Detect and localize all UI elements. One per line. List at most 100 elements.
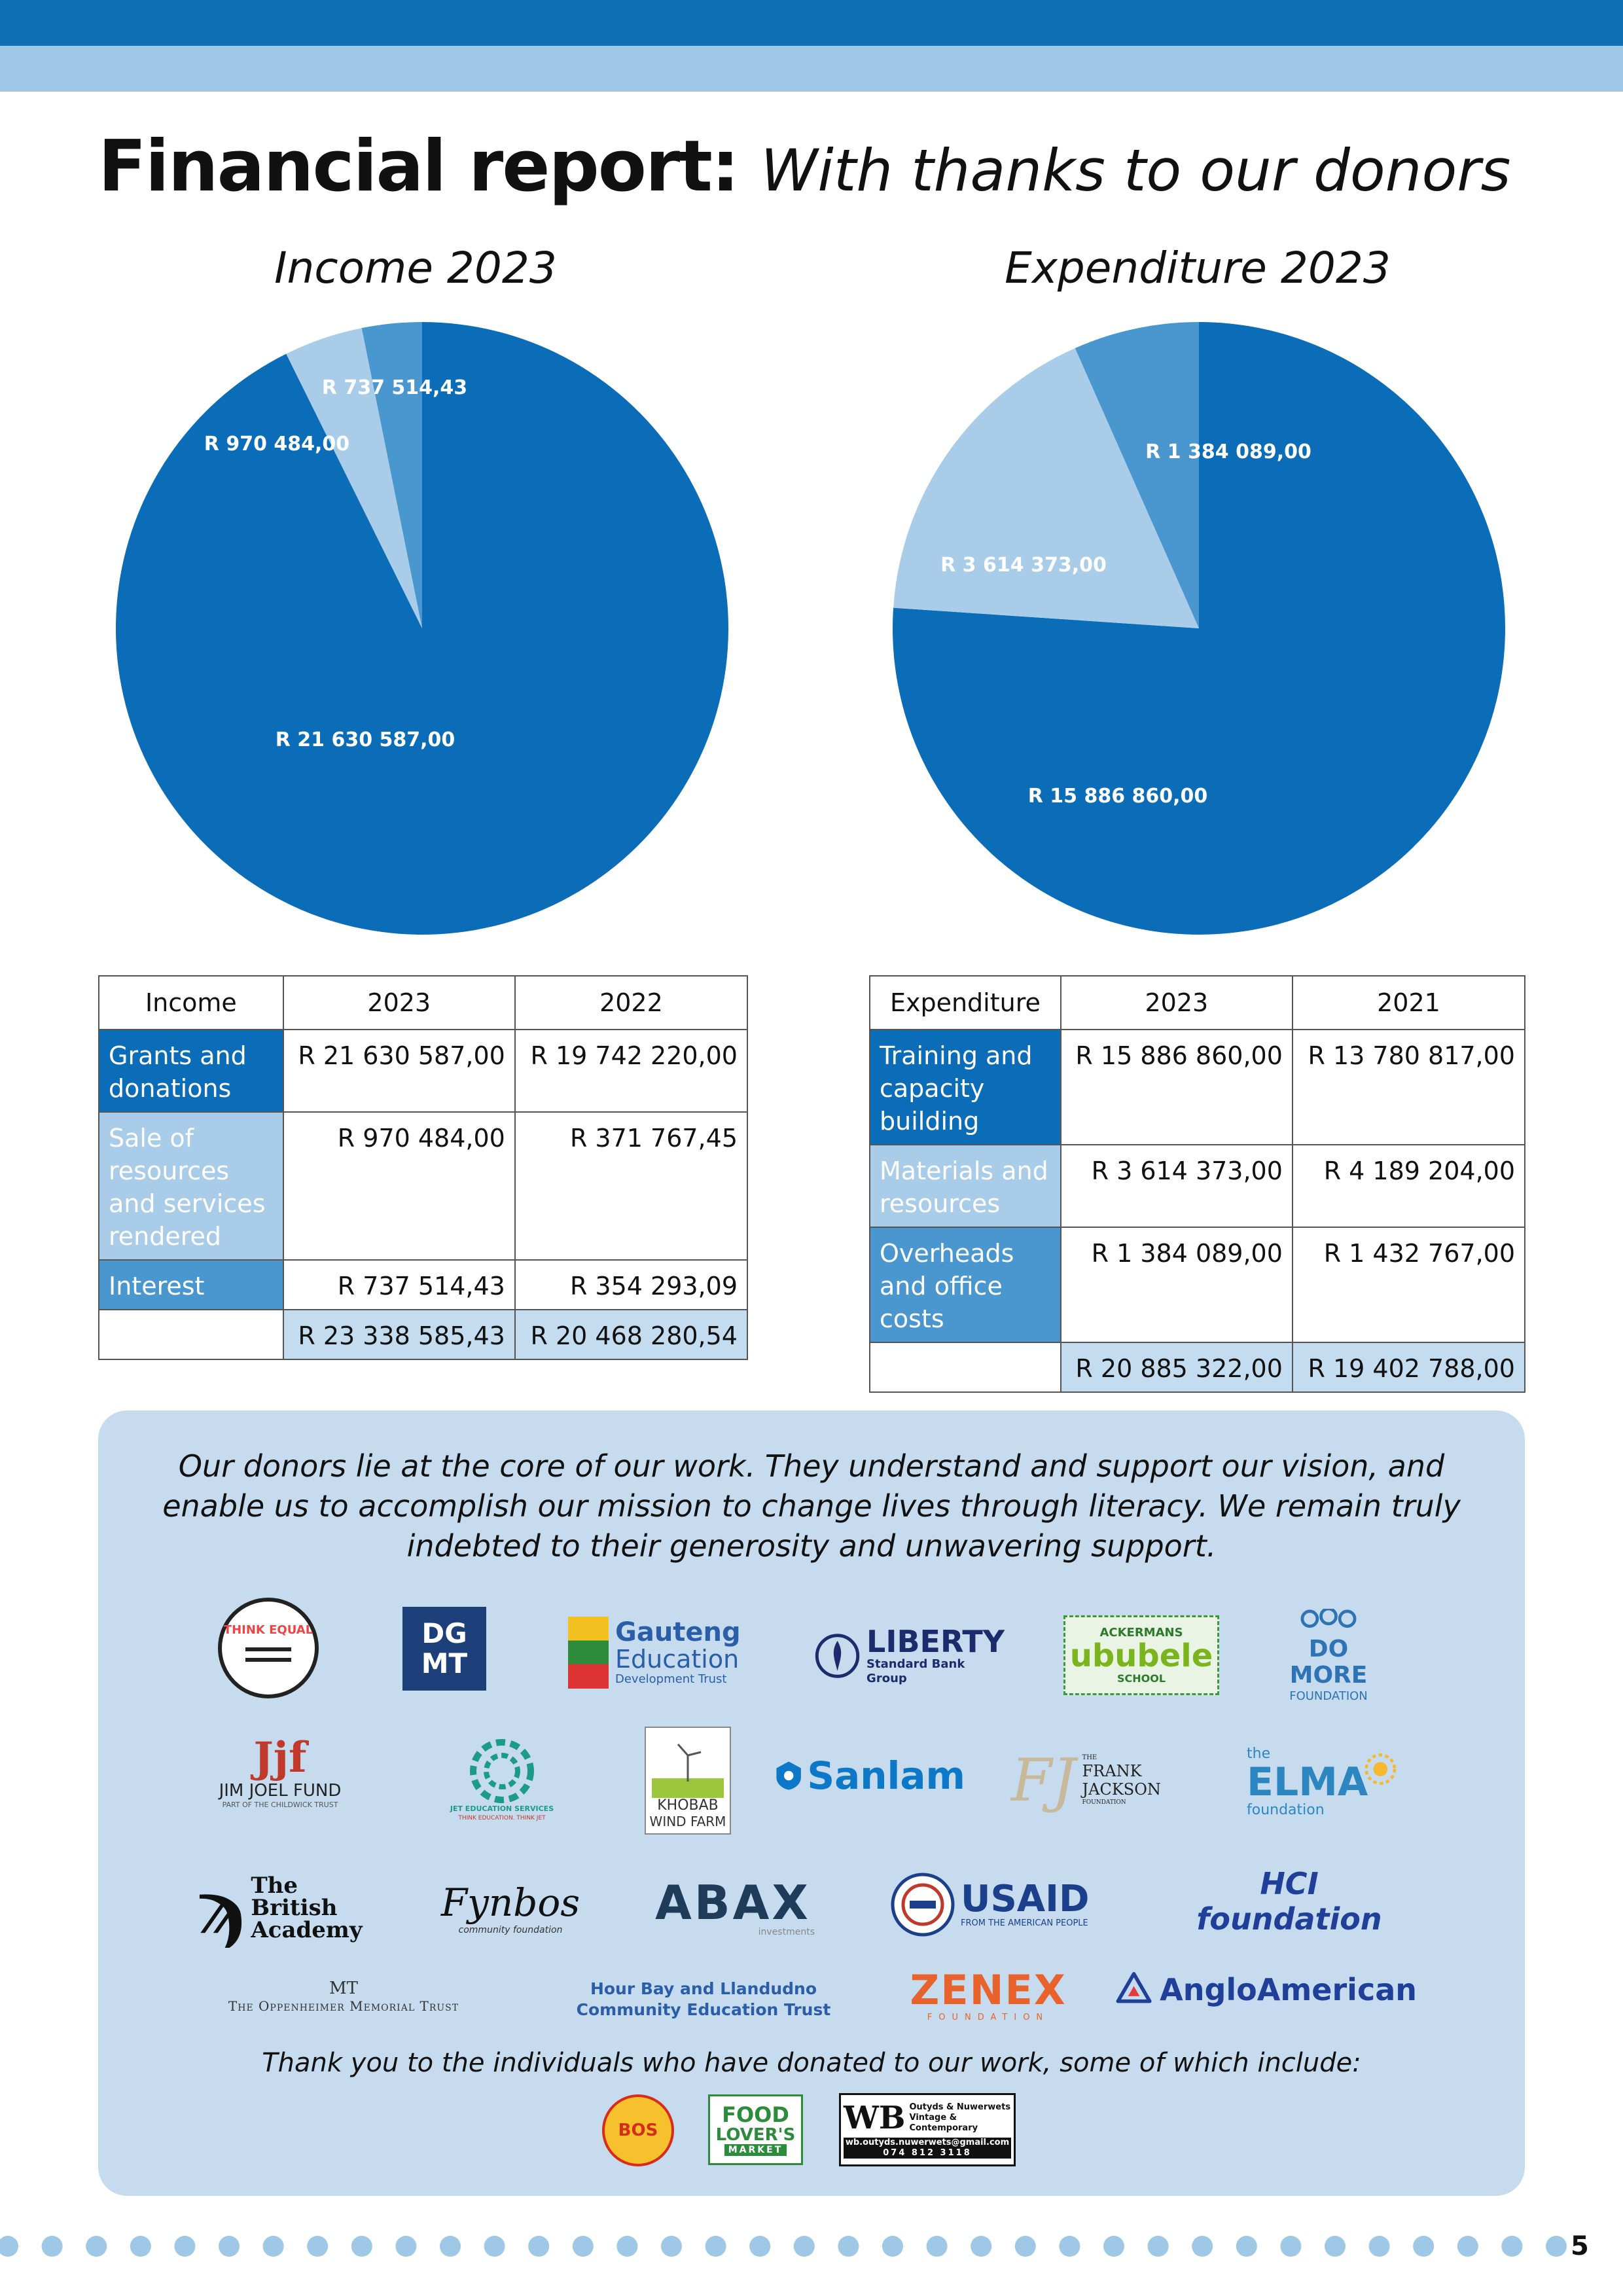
- header-band-dark: [0, 0, 1623, 46]
- pie-data-label: R 970 484,00: [204, 433, 349, 456]
- page-number: 5: [1571, 2231, 1589, 2261]
- gauteng-line-1: Gauteng: [615, 1617, 741, 1647]
- wind-turbine-icon: [652, 1744, 724, 1798]
- jim-joel-fund-logo: Jjf JIM JOEL FUND PART OF THE CHILDWICK …: [208, 1720, 352, 1825]
- do-more-name: DO MORE: [1289, 1636, 1368, 1689]
- sanlam-name: Sanlam: [807, 1753, 965, 1798]
- dgmt-bottom: MT: [421, 1647, 468, 1679]
- footer-dot: [971, 2236, 992, 2257]
- page-title: Financial report: With thanks to our don…: [98, 118, 1510, 220]
- do-more-sub: FOUNDATION: [1289, 1689, 1368, 1703]
- footer-dot: [1280, 2236, 1302, 2257]
- value-cell: R 1 384 089,00: [1060, 1227, 1293, 1343]
- table-header-cell: Income: [98, 975, 284, 1030]
- pie-data-label: R 737 514,43: [322, 376, 467, 399]
- footer-dot: [174, 2236, 196, 2257]
- footer-dot: [1014, 2236, 1036, 2257]
- liberty-sub: Standard Bank Group: [866, 1657, 965, 1685]
- table-header-row: Income 2023 2022: [98, 975, 749, 1030]
- value-cell: R 354 293,09: [514, 1259, 749, 1310]
- table-row: Overheads and office costs R 1 384 089,0…: [869, 1227, 1526, 1343]
- fynbos-name: Fynbos: [440, 1880, 580, 1925]
- footer-dot: [440, 2236, 461, 2257]
- value-cell: R 371 767,45: [514, 1111, 749, 1261]
- pie-data-label: R 3 614 373,00: [940, 554, 1107, 577]
- jet-swirl-icon: [470, 1739, 534, 1803]
- value-cell: R 15 886 860,00: [1060, 1029, 1293, 1145]
- gauteng-mark-icon: [568, 1617, 609, 1689]
- think-equal-icon: THINK EQUAL: [218, 1598, 319, 1698]
- footer-dot: [616, 2236, 638, 2257]
- frank-jackson-frank: FRANK: [1082, 1762, 1142, 1780]
- pie-data-label: R 15 886 860,00: [1028, 785, 1208, 808]
- table-header-cell: 2023: [1060, 975, 1293, 1030]
- value-cell: R 3 614 373,00: [1060, 1144, 1293, 1228]
- frank-jackson-foundation: FOUNDATION: [1082, 1799, 1126, 1806]
- income-table: Income 2023 2022 Grants and donations R …: [98, 975, 749, 1360]
- footer-dot: [1192, 2236, 1213, 2257]
- table-row: Materials and resources R 3 614 373,00 R…: [869, 1144, 1526, 1228]
- hci-name: HCI foundation: [1196, 1866, 1382, 1937]
- zenex-name: ZENEX: [910, 1966, 1067, 2014]
- zenex-sub: FOUNDATION: [927, 2013, 1050, 2022]
- abax-logo: ABAX investments: [651, 1875, 815, 1941]
- footer-dot-row: [0, 2236, 1567, 2257]
- elma-the: the: [1247, 1745, 1271, 1762]
- total-label-cell: [869, 1342, 1061, 1393]
- expenditure-pie-chart: R 15 886 860,00 R 3 614 373,00 R 1 384 089…: [893, 322, 1505, 935]
- table-row: Sale of resources and services rendered …: [98, 1111, 749, 1261]
- food-lovers-line-1: FOOD: [722, 2102, 789, 2127]
- food-lovers-line-3: MARKET: [724, 2144, 787, 2156]
- wb-line-2: Vintage & Contemporary: [909, 2113, 978, 2133]
- bos-logo: BOS: [602, 2094, 674, 2166]
- table-header-cell: 2021: [1291, 975, 1526, 1030]
- elma-name: ELMA: [1247, 1759, 1368, 1805]
- ackermans-ububele-logo: ACKERMANS ububele SCHOOL: [1063, 1615, 1219, 1695]
- outyds-nuwerwets-logo: WB Outyds & Nuwerwets Vintage & Contempo…: [839, 2093, 1016, 2166]
- pie-data-label: R 1 384 089,00: [1145, 440, 1311, 463]
- footer-dot: [749, 2236, 771, 2257]
- table-header-cell: 2022: [514, 975, 749, 1030]
- frank-jackson-mark: FJ: [1011, 1746, 1076, 1815]
- gauteng-line-3: Development Trust: [615, 1672, 727, 1686]
- usaid-logo: USAID FROM THE AMERICAN PEOPLE: [890, 1869, 1106, 1941]
- jjf-name: JIM JOEL FUND: [219, 1781, 342, 1801]
- do-more-foundation-logo: DO MORE FOUNDATION: [1273, 1609, 1384, 1704]
- liberty-name: LIBERTY: [866, 1624, 1005, 1659]
- oppenheimer-memorial-trust-logo: MT The Oppenheimer Memorial Trust: [196, 1970, 491, 2022]
- think-equal-logo: THINK EQUAL: [216, 1596, 321, 1700]
- pie-data-label: R 21 630 587,00: [276, 728, 455, 751]
- table-header-cell: Expenditure: [869, 975, 1061, 1030]
- usaid-sub: FROM THE AMERICAN PEOPLE: [961, 1918, 1088, 1928]
- british-academy-logo: ϡ The British Academy: [196, 1869, 393, 1947]
- total-cell: R 23 338 585,43: [282, 1309, 516, 1360]
- footer-dot: [1413, 2236, 1435, 2257]
- frank-jackson-jackson: JACKSON: [1082, 1780, 1161, 1799]
- footer-dot: [130, 2236, 151, 2257]
- footer-dot: [86, 2236, 107, 2257]
- hci-foundation-logo: HCI foundation: [1175, 1866, 1404, 1937]
- footer-dot: [219, 2236, 240, 2257]
- footer-dot: [1059, 2236, 1080, 2257]
- donor-panel: [98, 1410, 1525, 2196]
- jet-education-logo: JET EDUCATION SERVICES THINK EDUCATION. …: [440, 1731, 564, 1829]
- footer-dot: [882, 2236, 903, 2257]
- pie-slice: [286, 328, 422, 628]
- sanlam-shield-icon: [776, 1761, 801, 1790]
- sun-icon: [1364, 1753, 1397, 1785]
- fynbos-sub: community foundation: [458, 1925, 563, 1935]
- wb-line-1: Outyds & Nuwerwets: [909, 2102, 1011, 2112]
- ububele-school: SCHOOL: [1116, 1672, 1166, 1685]
- header-band-light: [0, 46, 1623, 92]
- pie-slice: [1075, 322, 1199, 628]
- footer-dot: [1236, 2236, 1257, 2257]
- ububele-name: ububele: [1069, 1638, 1213, 1674]
- gauteng-education-logo: Gauteng Education Development Trust: [568, 1613, 758, 1692]
- pie-slice: [893, 348, 1199, 628]
- value-cell: R 21 630 587,00: [282, 1029, 516, 1113]
- wb-email: wb.outyds.nuwerwets@gmail.com: [845, 2138, 1010, 2147]
- total-cell: R 20 468 280,54: [514, 1309, 749, 1360]
- abax-sub: investments: [758, 1927, 815, 1937]
- footer-dot: [1103, 2236, 1124, 2257]
- elma-foundation-logo: the ELMA foundation: [1247, 1738, 1397, 1826]
